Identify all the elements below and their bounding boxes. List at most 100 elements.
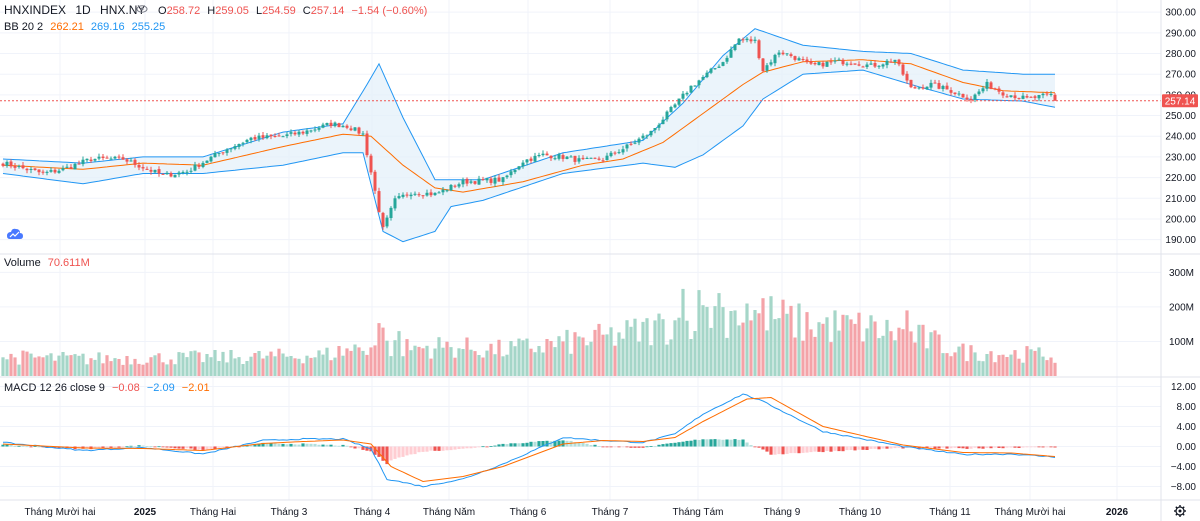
time-axis-tick: 2025 <box>134 507 157 518</box>
volume-name[interactable]: Volume <box>4 257 41 269</box>
interval[interactable]: 1D <box>75 3 91 17</box>
volume-bar <box>625 320 629 376</box>
candle-body <box>385 217 389 227</box>
volume-bar <box>185 357 189 376</box>
volume-bar <box>685 320 689 376</box>
candle-body <box>517 166 521 170</box>
volume-bar <box>217 361 221 376</box>
volume-bar <box>429 358 433 376</box>
candle-body <box>329 122 333 126</box>
volume-bar <box>221 351 225 376</box>
macd-histogram-bar <box>1053 446 1057 448</box>
last-price-tag: 257.14 <box>1162 94 1198 108</box>
volume-bar <box>169 359 173 376</box>
macd-histogram-bar <box>449 446 453 451</box>
macd-histogram-bar <box>641 446 645 448</box>
volume-bar <box>261 358 265 376</box>
macd-histogram-bar <box>421 446 425 452</box>
macd-histogram-bar <box>573 442 577 447</box>
macd-histogram-bar <box>989 446 993 449</box>
volume-bar <box>609 327 613 376</box>
candle-body <box>713 68 717 70</box>
candle-body <box>13 166 17 168</box>
bb-legend[interactable]: BB 20 2 262.21 269.16 255.25 <box>4 21 165 33</box>
volume-bar <box>709 327 713 376</box>
volume-bar <box>881 335 885 376</box>
macd-histogram-bar <box>729 439 733 447</box>
tradingview-cloud-icon[interactable] <box>7 228 23 239</box>
candle-body <box>1029 96 1033 98</box>
candle-body <box>141 167 145 169</box>
candle-body <box>5 161 9 166</box>
macd-histogram-bar <box>453 446 457 450</box>
candle-body <box>45 171 49 173</box>
volume-bar <box>277 348 281 376</box>
candle-body <box>325 123 329 126</box>
symbol-legend[interactable]: HNXINDEX 1D HNX.NY O258.72 H259.05 L254.… <box>4 3 427 17</box>
volume-bar <box>637 341 641 376</box>
candle-body <box>285 134 289 137</box>
volume-bar <box>1001 354 1005 376</box>
volume-bar <box>293 358 297 376</box>
candle-body <box>433 192 437 196</box>
bb-lower-line <box>2 69 1056 243</box>
volume-bar <box>449 347 453 376</box>
volume-bar <box>937 334 941 376</box>
volume-bar <box>657 313 661 376</box>
macd-histogram-bar <box>741 439 745 447</box>
svg-text:BB 20 2 262.21 269: BB 20 2 262.21 269.16 255.25 <box>4 21 165 33</box>
volume-bar <box>521 340 525 376</box>
volume-axis-tick: 300M <box>1169 268 1194 279</box>
volume-bar <box>957 346 961 376</box>
high-label: H <box>207 5 215 17</box>
macd-histogram-bar <box>285 444 289 447</box>
volume-axis[interactable]: 300M 200M 100M <box>1169 268 1194 348</box>
volume-bar <box>897 327 901 376</box>
candle-body <box>1005 96 1009 98</box>
macd-name[interactable]: MACD 12 26 close 9 <box>4 382 105 394</box>
macd-histogram-bar <box>689 440 693 447</box>
price-axis[interactable]: 300.00290.00280.00270.00260.00250.00240.… <box>1165 8 1196 247</box>
volume-bar <box>953 352 957 376</box>
volume-bar <box>705 306 709 376</box>
volume-bar <box>457 348 461 376</box>
volume-bar <box>585 345 589 376</box>
candle-body <box>985 81 989 89</box>
high-value: 259.05 <box>215 5 249 17</box>
macd-axis[interactable]: 12.00 8.00 4.00 0.00 −4.00 −8.00 <box>1171 382 1197 493</box>
macd-histogram-bar <box>341 444 345 447</box>
volume-bar <box>237 357 241 376</box>
candle-body <box>961 93 965 98</box>
symbol-name[interactable]: HNXINDEX <box>4 3 66 17</box>
candle-body <box>561 155 565 159</box>
candle-body <box>693 85 697 87</box>
candle-body <box>353 127 357 131</box>
candle-body <box>393 198 397 209</box>
macd-legend[interactable]: MACD 12 26 close 9 −0.08 −2.09 −2.01 <box>4 382 210 394</box>
macd-histogram-bar <box>437 446 441 451</box>
candle-body <box>837 59 841 61</box>
volume-bar <box>41 357 45 376</box>
volume-legend[interactable]: Volume 70.611M <box>4 257 90 269</box>
time-axis-tick: Tháng 9 <box>764 507 801 518</box>
macd-histogram-bar <box>577 442 581 447</box>
candle-body <box>941 86 945 89</box>
time-axis[interactable]: Tháng Mười hai 2025 Tháng Hai Tháng 3 Tháng … <box>24 507 1128 518</box>
macd-histogram-bar <box>649 446 653 447</box>
candle-body <box>501 177 505 183</box>
volume-bar <box>193 350 197 376</box>
candle-body <box>489 178 493 183</box>
volume-bar <box>977 360 981 376</box>
volume-bar <box>617 332 621 376</box>
macd-histogram-bar <box>37 446 41 448</box>
macd-histogram-bar <box>613 446 617 448</box>
candle-body <box>85 158 89 161</box>
candle-body <box>245 139 249 143</box>
bb-name[interactable]: BB 20 2 <box>4 21 43 33</box>
candle-body <box>189 170 193 172</box>
settings-icon[interactable] <box>1174 505 1186 517</box>
volume-bar <box>453 357 457 376</box>
eye-icon[interactable] <box>136 5 148 13</box>
volume-bar <box>965 361 969 376</box>
